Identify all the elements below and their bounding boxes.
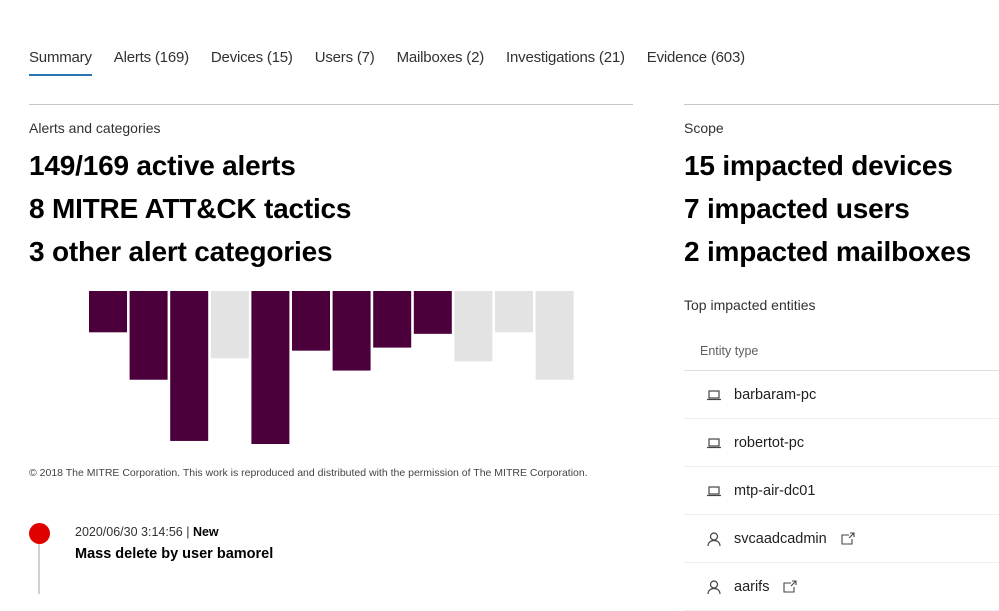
impacted-mailboxes-count: 2 impacted mailboxes — [684, 236, 972, 267]
entity-row[interactable]: robertot-pc — [684, 419, 999, 467]
entity-row[interactable]: mtp-air-dc01 — [684, 467, 999, 515]
laptop-icon — [706, 387, 722, 403]
tactic-bar[interactable] — [210, 291, 249, 359]
alert-meta: 2020/06/30 3:14:56 | New — [75, 525, 219, 539]
impacted-devices-count: 15 impacted devices — [684, 150, 953, 181]
tab-devices[interactable]: Devices (15) — [210, 49, 293, 66]
tactic-bar[interactable] — [413, 291, 452, 334]
entity-name[interactable]: aarifs — [734, 578, 770, 595]
tactic-bar[interactable] — [373, 291, 412, 348]
tactic-bar[interactable] — [251, 291, 290, 444]
alert-timestamp: 2020/06/30 3:14:56 — [75, 525, 183, 539]
high-severity-dot-icon — [29, 523, 50, 544]
scope-heading: Scope — [684, 120, 724, 136]
top-entities-heading: Top impacted entities — [684, 297, 816, 313]
alert-title[interactable]: Mass delete by user bamorel — [75, 546, 274, 562]
mitre-tactics-chart — [89, 291, 574, 444]
tactic-bar[interactable] — [454, 291, 493, 362]
entity-list: barbaram-pc robertot-pc mtp-air-dc01 svcaad… — [684, 370, 999, 611]
tactic-bar[interactable] — [495, 291, 533, 333]
column-header-entity-type[interactable]: Entity type — [700, 344, 759, 358]
entity-name[interactable]: svcaadcadmin — [734, 530, 827, 547]
laptop-icon — [706, 435, 722, 451]
divider — [29, 104, 633, 105]
user-icon — [706, 579, 722, 595]
active-alerts-count: 149/169 active alerts — [29, 150, 296, 181]
alerts-heading: Alerts and categories — [29, 120, 161, 136]
entity-row[interactable]: aarifs — [684, 563, 999, 611]
open-external-icon[interactable] — [783, 579, 798, 594]
mitre-tactics-count: 8 MITRE ATT&CK tactics — [29, 193, 352, 224]
user-icon — [706, 531, 722, 547]
laptop-icon — [706, 483, 722, 499]
entity-row[interactable]: barbaram-pc — [684, 371, 999, 419]
timeline-line — [38, 544, 40, 594]
tab-mailboxes[interactable]: Mailboxes (2) — [396, 49, 485, 66]
tactic-bar[interactable] — [170, 291, 209, 441]
entity-row[interactable]: svcaadcadmin — [684, 515, 999, 563]
tactic-bar[interactable] — [129, 291, 168, 380]
tab-evidence[interactable]: Evidence (603) — [646, 49, 745, 66]
tab-alerts[interactable]: Alerts (169) — [113, 49, 189, 66]
entity-name[interactable]: robertot-pc — [734, 434, 805, 451]
tactic-bar[interactable] — [535, 291, 574, 380]
mitre-copyright: © 2018 The MITRE Corporation. This work … — [29, 467, 588, 479]
tactic-bar[interactable] — [332, 291, 371, 371]
alert-status: New — [192, 525, 219, 539]
tab-investigations[interactable]: Investigations (21) — [506, 49, 625, 66]
entity-name[interactable]: mtp-air-dc01 — [734, 482, 816, 499]
divider — [684, 104, 999, 105]
other-categories-count: 3 other alert categories — [29, 236, 333, 267]
tab-summary[interactable]: Summary — [29, 49, 92, 76]
impacted-users-count: 7 impacted users — [684, 193, 910, 224]
meta-separator: | — [182, 525, 193, 539]
tab-bar: Summary Alerts (169) Devices (15) Users … — [29, 49, 745, 76]
tactic-bar[interactable] — [292, 291, 330, 351]
open-external-icon[interactable] — [841, 531, 855, 546]
entity-name[interactable]: barbaram-pc — [734, 386, 817, 403]
tactic-bar[interactable] — [89, 291, 127, 333]
tab-users[interactable]: Users (7) — [314, 49, 375, 66]
